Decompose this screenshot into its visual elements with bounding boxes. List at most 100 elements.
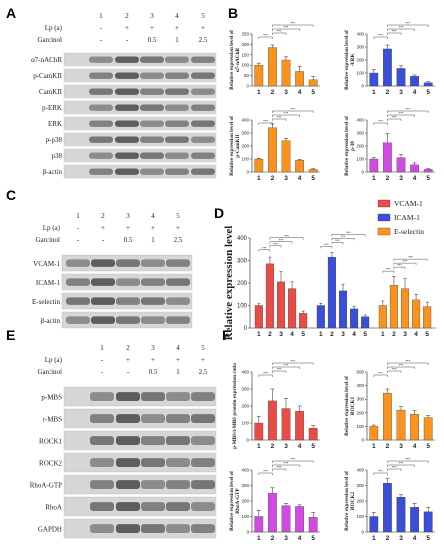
bar	[423, 417, 433, 441]
x-tick-label: 5	[301, 331, 305, 338]
significance-mark: ***	[277, 465, 282, 470]
blot-band	[141, 414, 165, 423]
garcinol-value: -	[102, 236, 105, 244]
blot-band	[191, 120, 215, 127]
x-tick-label: 2	[271, 535, 275, 542]
lane-number: 2	[126, 344, 130, 352]
significance-bracket	[272, 460, 314, 463]
significance-mark: ***	[399, 25, 404, 30]
x-tick-label: 1	[381, 331, 385, 338]
significance-bracket	[393, 258, 428, 262]
significance-bracket	[258, 36, 273, 39]
significance-bracket	[331, 234, 366, 237]
y-tick-label: 100	[356, 424, 364, 429]
y-tick-label: 400	[241, 118, 249, 123]
bar	[295, 506, 304, 533]
bar	[254, 516, 264, 533]
bar-VCAM-1	[288, 288, 297, 329]
y-tick-label: 200	[241, 144, 249, 149]
x-tick-label: 5	[426, 89, 430, 96]
garcinol-value: -	[77, 236, 80, 244]
significance-bracket	[387, 114, 415, 117]
y-tick-label: 0	[361, 84, 364, 89]
y-tick-label: 100	[356, 71, 364, 76]
blot-band	[90, 502, 114, 511]
significance-mark: ***	[263, 469, 268, 474]
bar	[295, 410, 304, 441]
blot-band	[66, 316, 90, 324]
blot-band	[191, 436, 215, 445]
significance-bracket	[387, 24, 429, 27]
significance-mark: ***	[284, 233, 289, 238]
significance-mark: ***	[341, 234, 346, 239]
blot-band	[115, 152, 139, 159]
panel-letter-D: D	[214, 205, 224, 221]
x-tick-label: 3	[284, 175, 288, 182]
y-tick-label: 200	[356, 144, 364, 149]
y-tick-label: 400	[237, 236, 248, 242]
bar-ICAM-1	[361, 316, 370, 329]
blot-strip	[63, 116, 217, 131]
y-axis-label: Relative expression level of	[344, 376, 350, 436]
significance-mark: ***	[273, 241, 278, 246]
lane-number: 5	[201, 12, 205, 20]
blot-band	[191, 152, 215, 159]
x-tick-label: 1	[257, 331, 261, 338]
band-label-E-selectin: E-selectin	[32, 298, 60, 306]
band-label-β-actin: β-actin	[43, 168, 63, 176]
significance-bracket	[272, 32, 287, 35]
x-tick-label: 3	[403, 331, 407, 338]
blot-band	[140, 152, 164, 159]
y-tick-label: 200	[356, 499, 364, 504]
significance-mark: ***	[397, 263, 402, 268]
blot-band	[89, 72, 113, 79]
bar	[268, 47, 277, 87]
y-axis-label: p-38	[350, 141, 356, 151]
x-tick-label: 4	[414, 331, 418, 338]
y-tick-label: 300	[356, 131, 364, 136]
lane-number: 1	[99, 12, 103, 20]
y-tick-label: 100	[356, 514, 364, 519]
blot-band	[166, 278, 190, 286]
garcinol-value: 1	[176, 368, 180, 376]
blot-band	[141, 524, 165, 533]
x-tick-label: 2	[392, 331, 396, 338]
legend-label: ICAM-1	[394, 213, 420, 222]
panel-letter-F: F	[222, 327, 231, 343]
bar	[383, 142, 392, 173]
blot-band	[115, 56, 139, 63]
blot-band	[191, 72, 215, 79]
significance-bracket	[373, 122, 388, 125]
x-tick-label: 3	[399, 89, 403, 96]
band-label-RhoA-GTP: RhoA-GTP	[30, 482, 62, 490]
x-tick-label: 3	[341, 331, 345, 338]
significance-mark: ***	[335, 238, 340, 243]
bar	[281, 505, 291, 533]
blot-band	[140, 120, 164, 127]
bar	[410, 164, 419, 173]
x-tick-label: 2	[268, 331, 272, 338]
x-tick-label: 3	[399, 175, 403, 182]
x-tick-label: 4	[413, 443, 417, 450]
blot-band	[191, 524, 215, 533]
x-tick-label: 5	[311, 175, 315, 182]
bar	[308, 427, 318, 441]
lane-number: 4	[175, 12, 179, 20]
y-axis-label: RhoA-GTP	[235, 487, 241, 513]
lp-value: +	[151, 356, 155, 364]
band-label-ROCK1: ROCK1	[39, 438, 62, 446]
blot-band	[140, 168, 164, 175]
blot-band	[140, 136, 164, 143]
bar-ICAM-1	[316, 305, 325, 329]
significance-mark: ***	[277, 29, 282, 34]
blot-band	[116, 458, 140, 467]
x-tick-label: 4	[298, 443, 302, 450]
x-tick-label: 2	[386, 89, 390, 96]
blot-band	[141, 480, 165, 489]
significance-mark: ***	[378, 371, 383, 376]
significance-bracket	[272, 362, 314, 365]
y-axis-label: Relative expression level of	[229, 471, 235, 531]
x-tick-label: 1	[257, 175, 261, 182]
bar	[423, 511, 433, 533]
y-tick-label: 0	[246, 170, 249, 175]
